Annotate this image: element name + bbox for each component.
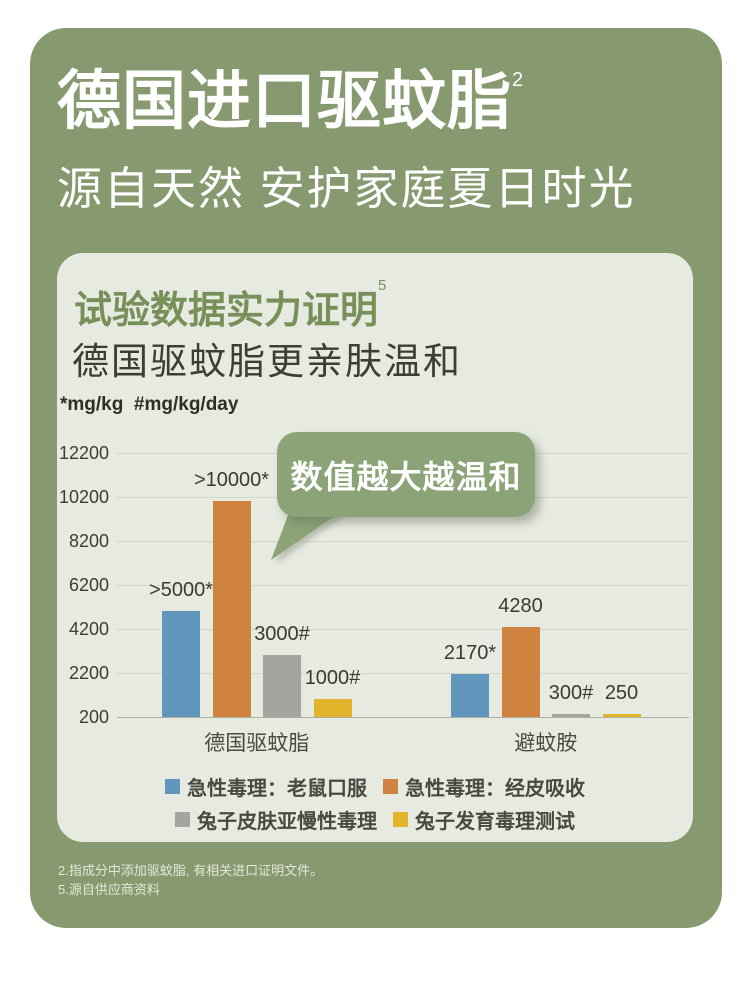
- bar-value-label: 300#: [548, 682, 594, 704]
- card-title-text: 试验数据实力证明: [74, 290, 379, 332]
- card-title: 试验数据实力证明5: [74, 277, 387, 334]
- bar-value-label: 2170*: [443, 641, 497, 664]
- gridline: [117, 541, 689, 542]
- card-title-footnote-marker: 5: [378, 277, 387, 294]
- legend-item: 急性毒理：老鼠口服: [165, 772, 367, 801]
- callout-bubble-tail: [271, 510, 343, 560]
- legend-row: 兔子皮肤亚慢性毒理 兔子发育毒理测试: [175, 805, 575, 834]
- footnote-line: 2.指成分中添加驱蚊脂, 有相关进口证明文件。: [58, 863, 324, 878]
- bar: >10000*: [194, 469, 269, 717]
- footnote-line: 5.源自供应商资料: [58, 882, 160, 897]
- bar: 1000#: [305, 667, 360, 717]
- legend-label: 急性毒理：老鼠口服: [187, 778, 367, 800]
- y-tick-label: 12200: [58, 443, 109, 463]
- bar: 300#: [549, 682, 593, 717]
- bar-value-label: 250: [604, 682, 639, 704]
- bar-value-label: >10000*: [193, 469, 270, 492]
- main-title-text: 德国进口驱蚊脂: [57, 65, 512, 137]
- bar-value-label: >5000*: [149, 579, 213, 602]
- bar: 2170*: [444, 642, 496, 717]
- gridline: [117, 673, 689, 674]
- y-tick-label: 200: [78, 707, 109, 727]
- gridline: [117, 585, 689, 586]
- footnotes: 2.指成分中添加驱蚊脂, 有相关进口证明文件。 5.源自供应商资料: [58, 861, 323, 899]
- y-tick-label: 8200: [68, 531, 109, 551]
- y-tick-label: 4200: [68, 619, 109, 639]
- bar: >5000*: [149, 579, 213, 717]
- chart-legend: 急性毒理：老鼠口服 急性毒理：经皮吸收兔子皮肤亚慢性毒理 兔子发育毒理测试: [57, 772, 693, 834]
- bar-value-label: 4280: [498, 595, 543, 618]
- legend-label: 兔子皮肤亚慢性毒理: [197, 811, 377, 833]
- legend-item: 兔子皮肤亚慢性毒理: [175, 805, 377, 834]
- chart-card: 试验数据实力证明5 德国驱蚊脂更亲肤温和 *mg/kg #mg/kg/day 2…: [57, 253, 693, 842]
- legend-item: 兔子发育毒理测试: [393, 805, 575, 834]
- bar-value-label: 3000#: [254, 623, 310, 646]
- legend-label: 急性毒理：经皮吸收: [405, 778, 585, 800]
- units-note: *mg/kg #mg/kg/day: [60, 394, 239, 415]
- callout-bubble: 数值越大越温和: [277, 432, 535, 517]
- legend-label: 兔子发育毒理测试: [415, 811, 575, 833]
- legend-swatch: [175, 812, 190, 827]
- legend-swatch: [165, 779, 180, 794]
- card-subtitle: 德国驱蚊脂更亲肤温和: [72, 341, 462, 382]
- category-label: 避蚊胺: [514, 731, 578, 755]
- legend-row: 急性毒理：老鼠口服 急性毒理：经皮吸收: [165, 772, 585, 801]
- bar: 250: [602, 682, 641, 717]
- y-tick-label: 2200: [68, 663, 109, 683]
- gridline: [117, 629, 689, 630]
- y-tick-label: 10200: [58, 487, 109, 507]
- category-label: 德国驱蚊脂: [204, 731, 310, 755]
- main-title: 德国进口驱蚊脂2: [57, 65, 525, 137]
- legend-swatch: [383, 779, 398, 794]
- green-panel: 德国进口驱蚊脂2 源自天然 安护家庭夏日时光 试验数据实力证明5 德国驱蚊脂更亲…: [30, 28, 722, 928]
- bar: 3000#: [254, 623, 310, 717]
- legend-item: 急性毒理：经皮吸收: [383, 772, 585, 801]
- main-subtitle: 源自天然 安护家庭夏日时光: [57, 163, 636, 214]
- bar-value-label: 1000#: [304, 667, 361, 690]
- bar: 4280: [498, 595, 543, 717]
- main-title-footnote-marker: 2: [512, 69, 525, 91]
- y-tick-label: 6200: [68, 575, 109, 595]
- legend-swatch: [393, 812, 408, 827]
- gridline: [117, 717, 689, 718]
